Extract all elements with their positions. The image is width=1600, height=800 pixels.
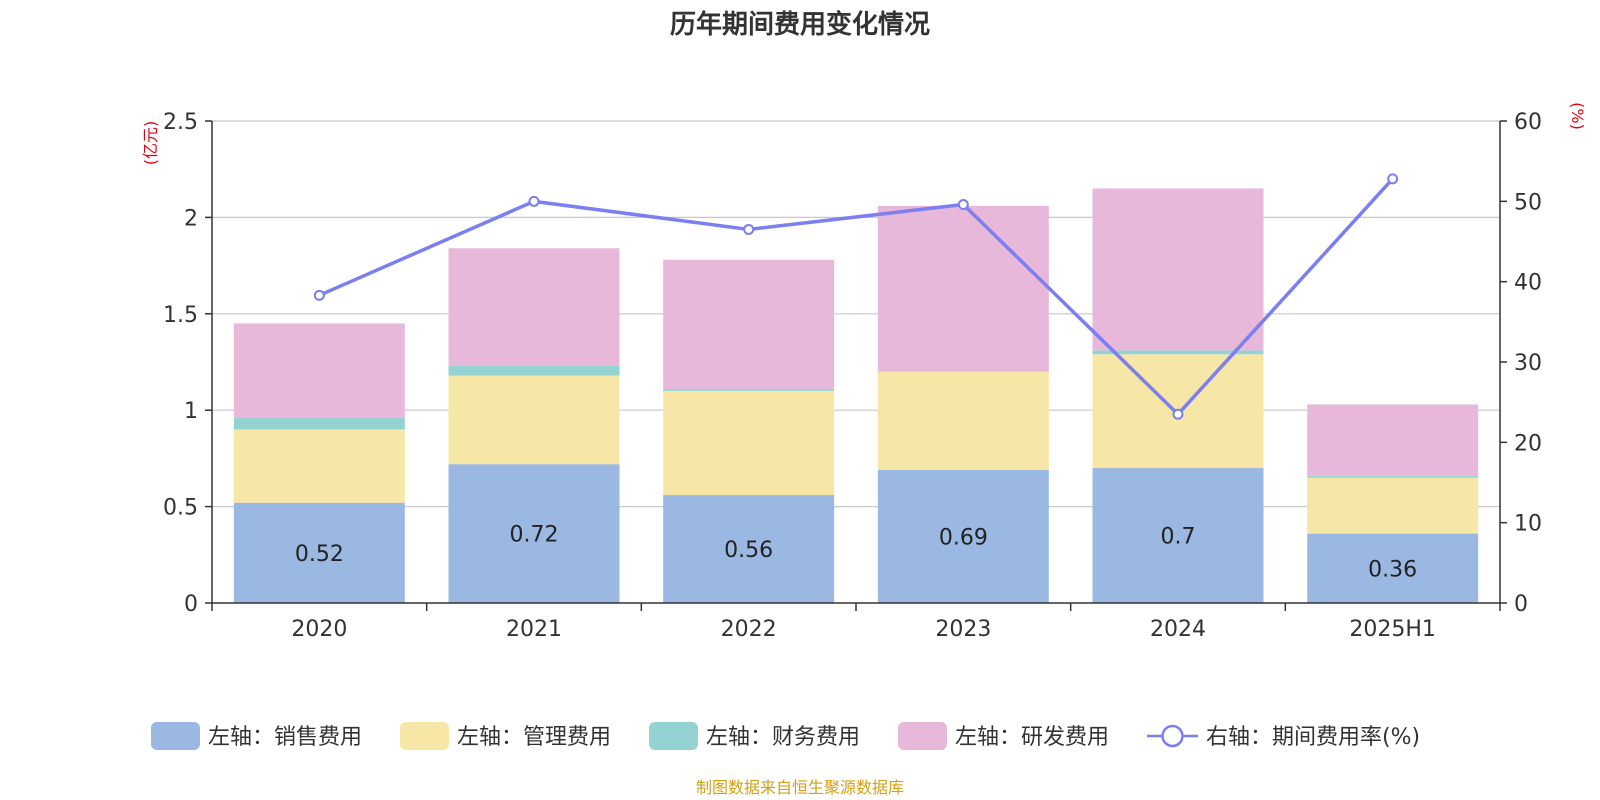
right-tick-label: 60 <box>1514 110 1542 135</box>
right-tick-label: 50 <box>1514 190 1542 215</box>
bar-segment <box>1307 475 1479 478</box>
grid-lines <box>212 120 1500 508</box>
rate-point <box>1172 408 1184 420</box>
bar-segment <box>1307 404 1479 476</box>
bar-segment <box>1092 350 1264 355</box>
bar-segment <box>1307 477 1479 534</box>
legend: 左轴：销售费用 左轴：管理费用 左轴：财务费用 左轴：研发费用 右轴：期间费用率(%) <box>151 722 1420 750</box>
bar-data-label: 0.7 <box>1161 525 1196 550</box>
x-tick-label: 2020 <box>291 617 347 642</box>
rate-point <box>743 223 755 235</box>
right-tick-label: 20 <box>1514 431 1542 456</box>
x-tick-label: 2024 <box>1150 617 1206 642</box>
rate-point <box>528 195 540 207</box>
left-axis-unit: (亿元) <box>141 121 160 166</box>
bar-segment <box>1092 188 1264 351</box>
bar-segment <box>448 375 620 465</box>
rate-line <box>318 177 1394 416</box>
x-tick-label: 2022 <box>721 617 777 642</box>
left-tick-label: 2 <box>184 206 198 231</box>
legend-marker-icon <box>1161 724 1184 748</box>
legend-label: 左轴：研发费用 <box>955 725 1109 750</box>
legend-label: 左轴：管理费用 <box>457 725 611 750</box>
right-tick-label: 0 <box>1514 592 1528 617</box>
bar-series-group: 0.52 0.72 0.56 0.69 0.7 0.36 <box>233 188 1479 603</box>
left-tick-label: 1 <box>184 399 198 424</box>
rate-point <box>1387 173 1399 185</box>
bar-segment <box>663 495 835 603</box>
bar-segment <box>1092 468 1264 603</box>
right-tick-label: 10 <box>1514 512 1542 537</box>
axes: 0 0.5 1 1.5 2 2.5 0 10 20 30 40 50 60 2020 2021 2022 202… <box>163 110 1542 642</box>
bar-data-label: 0.36 <box>1368 557 1417 582</box>
left-tick-label: 0 <box>184 592 198 617</box>
line-series-group <box>313 173 1399 420</box>
bar-segment <box>877 205 1049 372</box>
bar-segment <box>448 464 620 603</box>
x-tick-label: 2023 <box>935 617 991 642</box>
bar-segment <box>663 390 835 496</box>
legend-swatch <box>400 722 449 750</box>
bar-data-label: 0.52 <box>295 542 344 567</box>
rate-point <box>313 289 325 301</box>
bar-segment <box>233 417 405 430</box>
bar-data-label: 0.69 <box>939 525 988 550</box>
left-tick-label: 0.5 <box>163 496 198 521</box>
bar-segment <box>448 248 620 366</box>
right-axis-unit: (%) <box>1568 102 1587 130</box>
legend-swatch <box>151 722 200 750</box>
bar-data-label: 0.72 <box>510 523 559 548</box>
legend-swatch <box>649 722 698 750</box>
left-tick-label: 1.5 <box>163 303 198 328</box>
left-tick-label: 2.5 <box>163 110 198 135</box>
bar-data-label: 0.56 <box>724 538 773 563</box>
legend-swatch <box>898 722 947 750</box>
bar-segment <box>663 259 835 389</box>
legend-label: 右轴：期间费用率(%) <box>1206 725 1420 750</box>
data-source-note: 制图数据来自恒生聚源数据库 <box>696 778 904 797</box>
chart-title: 历年期间费用变化情况 <box>670 9 930 40</box>
x-tick-label: 2021 <box>506 617 562 642</box>
bar-segment <box>877 469 1049 603</box>
bar-segment <box>877 371 1049 470</box>
bar-segment <box>233 429 405 503</box>
bar-segment <box>663 388 835 391</box>
legend-label: 左轴：销售费用 <box>208 725 362 750</box>
right-tick-label: 30 <box>1514 351 1542 376</box>
x-tick-label: 2025H1 <box>1349 617 1436 642</box>
bar-segment <box>233 502 405 603</box>
bar-segment <box>1307 533 1479 603</box>
legend-label: 左轴：财务费用 <box>706 725 860 750</box>
bar-segment <box>233 323 405 418</box>
right-tick-label: 40 <box>1514 271 1542 296</box>
rate-point <box>957 199 969 211</box>
bar-segment <box>448 365 620 376</box>
